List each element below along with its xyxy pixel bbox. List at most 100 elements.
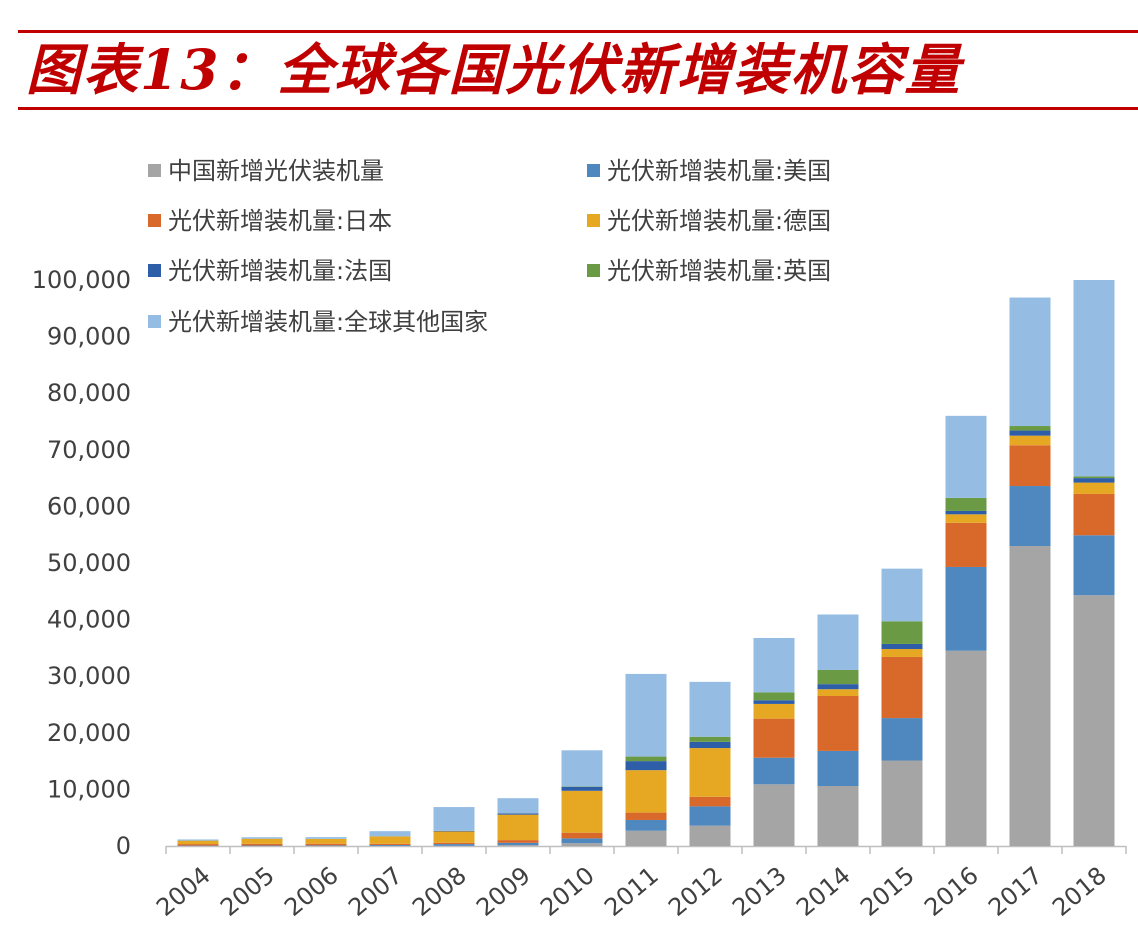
bar-segment (881, 643, 923, 650)
bar-segment (177, 844, 219, 846)
bar-segment (1073, 493, 1115, 536)
bar-segment (753, 718, 795, 758)
y-tick-label: 10,000 (47, 775, 131, 803)
bar-segment (433, 807, 475, 831)
x-tick-label: 2016 (919, 861, 984, 922)
bar-segment (625, 673, 667, 757)
x-tick-label: 2013 (727, 861, 792, 922)
bar-segment (881, 649, 923, 657)
bar-segment (305, 838, 347, 844)
bar-segment (881, 656, 923, 719)
bar-segment (881, 760, 923, 846)
bar-segment (689, 806, 731, 826)
bar-segment (689, 796, 731, 807)
legend-swatch (148, 164, 161, 177)
bar-stack (561, 750, 603, 846)
bar-segment (1073, 478, 1115, 483)
bar-segment (1073, 535, 1115, 596)
bar-stack (881, 568, 923, 846)
bar-segment (177, 839, 219, 841)
x-tick-label: 2005 (215, 861, 280, 922)
bar-segment (817, 750, 859, 787)
x-axis: 2004 2005 2006 2007 2008 2009 2010 2011 2012 2013… (151, 845, 1127, 922)
bar-segment (945, 510, 987, 515)
bar-segment (689, 825, 731, 846)
bar-stack (433, 807, 475, 846)
bar-segment (369, 844, 411, 846)
bar-segment (1009, 445, 1051, 487)
legend-label: 光伏新增装机量:美国 (607, 157, 831, 185)
bar-segment (689, 681, 731, 737)
bar-segment (305, 837, 347, 839)
bar-segment (625, 812, 667, 820)
bar-segment (753, 703, 795, 719)
bar-stack (177, 839, 219, 846)
y-tick-label: 80,000 (47, 379, 131, 407)
bar-segment (241, 837, 283, 839)
x-tick-label: 2011 (599, 861, 664, 922)
x-tick-label: 2015 (855, 861, 920, 922)
bar-stack (241, 837, 283, 846)
bar-segment (369, 836, 411, 844)
bar-segment (497, 798, 539, 814)
legend-item: 中国新增光伏装机量 (148, 157, 384, 185)
y-tick-label: 70,000 (47, 436, 131, 464)
legend-item: 光伏新增装机量:美国 (587, 157, 831, 185)
title-rule-bottom (18, 107, 1138, 110)
bar-segment (241, 843, 283, 846)
bar-stack (817, 614, 859, 846)
x-tick-label: 2008 (407, 861, 472, 922)
bar-segment (305, 843, 347, 846)
bars (177, 280, 1115, 846)
bar-segment (1009, 430, 1051, 436)
bar-segment (1009, 435, 1051, 446)
bar-segment (561, 843, 603, 846)
bar-segment (433, 830, 475, 832)
bar-segment (753, 700, 795, 704)
y-tick-label: 0 (116, 832, 131, 860)
bar-segment (817, 696, 859, 751)
bar-segment (945, 497, 987, 511)
bar-segment (753, 692, 795, 701)
bar-segment (561, 832, 603, 839)
bar-segment (1009, 297, 1051, 427)
bar-stack (1073, 280, 1115, 846)
bar-segment (433, 831, 475, 843)
bar-segment (689, 741, 731, 749)
bar-segment (369, 843, 411, 845)
bar-segment (433, 842, 475, 845)
legend-swatch (148, 214, 161, 227)
legend-swatch (587, 264, 600, 277)
y-tick-label: 50,000 (47, 549, 131, 577)
legend-label: 中国新增光伏装机量 (168, 157, 384, 185)
x-tick-label: 2010 (535, 861, 600, 922)
legend-item: 光伏新增装机量:全球其他国家 (148, 308, 488, 336)
x-tick-label: 2004 (151, 861, 216, 922)
legend-label: 光伏新增装机量:法国 (168, 257, 392, 285)
bar-segment (817, 669, 859, 685)
legend-swatch (148, 264, 161, 277)
bar-segment (177, 840, 219, 845)
bar-segment (817, 786, 859, 846)
bar-segment (497, 813, 539, 815)
bar-segment (753, 784, 795, 846)
bar-segment (305, 845, 347, 846)
bar-stack (689, 681, 731, 846)
bar-segment (881, 621, 923, 644)
bar-segment (1009, 426, 1051, 431)
y-tick-label: 20,000 (47, 719, 131, 747)
bar-segment (433, 844, 475, 846)
bar-segment (945, 522, 987, 567)
title-bar: 图表13：全球各国光伏新增装机容量 (0, 0, 1138, 112)
y-tick-label: 30,000 (47, 662, 131, 690)
bar-segment (561, 786, 603, 791)
legend-item: 光伏新增装机量:德国 (587, 207, 831, 235)
x-tick-label: 2009 (471, 861, 536, 922)
bar-stack (497, 798, 539, 846)
legend-swatch (148, 315, 161, 328)
bar-segment (497, 814, 539, 841)
x-tick-label: 2007 (343, 861, 408, 922)
bar-stack (753, 637, 795, 846)
